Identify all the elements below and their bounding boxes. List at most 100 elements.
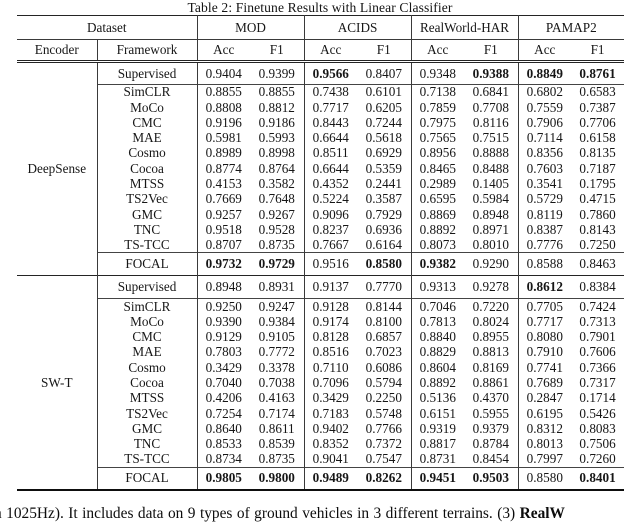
metric-cell: 0.8463 bbox=[571, 252, 625, 276]
metric-cell: 0.9247 bbox=[250, 298, 305, 315]
dataset-group-header: RealWorld-HAR bbox=[410, 15, 519, 40]
metric-cell: 0.8143 bbox=[579, 222, 616, 237]
metric-cell: 0.6151 bbox=[410, 405, 465, 422]
metric-cell: 0.9388 bbox=[472, 65, 509, 81]
table-row: MoCo 0.9390 0.9384 0.9174 0.8100 0.7813 0.8024… bbox=[17, 314, 624, 330]
metric-cell: 0.7260 bbox=[579, 451, 616, 467]
metric-cell: 0.8516 bbox=[303, 344, 358, 360]
metric-cell: 0.7366 bbox=[579, 359, 616, 375]
metric-cell: 0.3378 bbox=[258, 359, 295, 375]
metric-cell: 0.7506 bbox=[579, 436, 616, 452]
metric-cell: 0.8761 bbox=[579, 65, 616, 81]
metric-cell: 0.7603 bbox=[517, 160, 572, 177]
metric-cell: 0.9105 bbox=[258, 329, 295, 345]
table-row: MTSS 0.4206 0.4163 0.3429 0.2250 0.5136 0.4370… bbox=[17, 390, 624, 406]
metric-cell: 0.6644 bbox=[303, 160, 358, 177]
metric-cell: 0.8731 bbox=[410, 451, 465, 468]
column-header: F1 bbox=[376, 42, 391, 58]
caption-bold-fragment: RealW bbox=[519, 505, 565, 522]
table-row: Cocoa 0.7040 0.7038 0.7096 0.5794 0.8892 0.886… bbox=[17, 375, 624, 391]
table-row: GMC 0.8640 0.8611 0.9402 0.7766 0.9319 0.9379 0… bbox=[17, 421, 624, 437]
metric-cell: 0.7766 bbox=[365, 421, 402, 436]
metric-cell: 0.8511 bbox=[303, 145, 358, 161]
metric-cell: 0.7813 bbox=[410, 314, 465, 330]
metric-cell: 0.8734 bbox=[196, 451, 251, 468]
metric-cell: 0.8892 bbox=[410, 222, 465, 238]
metric-cell: 0.9290 bbox=[464, 252, 519, 276]
metric-cell: 0.8855 bbox=[196, 83, 251, 100]
framework-label: MoCo bbox=[96, 99, 198, 116]
header-sub-row: Encoder Framework Acc F1 Acc F1 Acc F1 Acc F1 bbox=[17, 39, 625, 62]
metric-cell: 0.8237 bbox=[303, 222, 358, 238]
metric-cell: 0.9566 bbox=[303, 61, 358, 85]
column-header: Acc bbox=[410, 39, 465, 62]
metric-cell: 0.8080 bbox=[517, 329, 572, 345]
metric-cell: 0.8443 bbox=[303, 115, 358, 131]
metric-cell: 0.7689 bbox=[517, 375, 572, 391]
metric-cell: 0.7424 bbox=[571, 298, 625, 315]
metric-cell: 0.8588 bbox=[517, 252, 572, 276]
metric-cell: 0.8774 bbox=[196, 160, 251, 177]
metric-cell: 0.5748 bbox=[365, 405, 402, 421]
metric-cell: 0.8604 bbox=[410, 359, 465, 376]
framework-label: SimCLR bbox=[96, 83, 198, 100]
metric-cell: 0.7114 bbox=[517, 130, 572, 146]
results-table: Dataset MOD ACIDS RealWorld-HAR PAMAP2 Encode… bbox=[17, 15, 625, 491]
table-row: MoCo 0.8808 0.8812 0.7717 0.6205 0.7859 0.7708… bbox=[17, 99, 624, 116]
table-row: TS-TCC 0.8707 0.8735 0.7667 0.6164 0.8073 0.80… bbox=[17, 237, 624, 253]
metric-cell: 0.8169 bbox=[472, 359, 509, 375]
metric-cell: 0.8829 bbox=[410, 344, 465, 360]
metric-cell: 0.9390 bbox=[196, 314, 251, 330]
metric-cell: 0.7387 bbox=[579, 99, 616, 115]
metric-cell: 0.8784 bbox=[472, 436, 509, 452]
metric-cell: 0.3429 bbox=[303, 390, 358, 406]
table-row: SimCLR 0.9250 0.9247 0.9128 0.8144 0.7046 0.72… bbox=[17, 298, 625, 315]
framework-label: Cosmo bbox=[96, 145, 198, 161]
metric-cell: 0.8073 bbox=[410, 237, 465, 253]
framework-label: MTSS bbox=[96, 176, 198, 192]
metric-cell: 0.9518 bbox=[196, 222, 251, 238]
metric-cell: 0.7046 bbox=[410, 298, 465, 315]
metric-cell: 0.5794 bbox=[365, 375, 402, 390]
table-row: CMC 0.9129 0.9105 0.8128 0.6857 0.8840 0.8955 0… bbox=[17, 329, 624, 345]
metric-cell: 0.3541 bbox=[517, 176, 572, 192]
metric-cell: 0.6857 bbox=[365, 329, 402, 345]
metric-cell: 0.7910 bbox=[517, 344, 572, 360]
table-row: Cocoa 0.8774 0.8764 0.6644 0.5359 0.8465 0.848… bbox=[17, 160, 624, 177]
column-header: Framework bbox=[96, 39, 198, 62]
metric-cell: 0.5359 bbox=[365, 160, 402, 176]
metric-cell: 0.8262 bbox=[357, 466, 412, 491]
encoder-label: DeepSense bbox=[27, 161, 87, 177]
framework-label: TS2Vec bbox=[96, 191, 198, 207]
metric-cell: 0.8116 bbox=[472, 115, 509, 130]
metric-cell: 0.2441 bbox=[365, 176, 402, 191]
metric-cell: 0.8135 bbox=[579, 145, 616, 161]
table-row: TNC 0.9518 0.9528 0.8237 0.6936 0.8892 0.8971 0… bbox=[17, 222, 624, 238]
metric-cell: 0.8384 bbox=[579, 279, 616, 295]
metric-cell: 0.8855 bbox=[250, 83, 305, 100]
metric-cell: 0.8840 bbox=[410, 329, 465, 345]
metric-cell: 0.8971 bbox=[472, 222, 509, 237]
metric-cell: 0.9402 bbox=[303, 421, 358, 437]
metric-cell: 0.9399 bbox=[258, 65, 295, 81]
metric-cell: 0.5224 bbox=[303, 191, 358, 207]
metric-cell: 0.7705 bbox=[517, 298, 572, 315]
framework-label: GMC bbox=[96, 421, 198, 437]
metric-cell: 0.8948 bbox=[472, 206, 509, 222]
table-header: Dataset MOD ACIDS RealWorld-HAR PAMAP2 Encode… bbox=[17, 15, 625, 62]
metric-cell: 0.2847 bbox=[517, 390, 572, 406]
metric-cell: 0.4370 bbox=[472, 390, 509, 406]
framework-label: Supervised bbox=[96, 61, 198, 85]
metric-cell: 0.4163 bbox=[258, 390, 295, 406]
metric-cell: 0.7708 bbox=[472, 99, 509, 115]
metric-cell: 0.6205 bbox=[365, 99, 402, 115]
metric-cell: 0.4715 bbox=[579, 191, 616, 207]
framework-label: Cocoa bbox=[96, 375, 198, 391]
column-header: Acc bbox=[517, 39, 572, 62]
metric-cell: 0.7559 bbox=[517, 99, 572, 116]
dataset-group-header: PAMAP2 bbox=[517, 15, 625, 40]
metric-cell: 0.9250 bbox=[196, 298, 251, 315]
metric-cell: 0.7906 bbox=[517, 115, 572, 131]
metric-cell: 0.1795 bbox=[579, 176, 616, 191]
framework-label: TNC bbox=[96, 436, 198, 452]
